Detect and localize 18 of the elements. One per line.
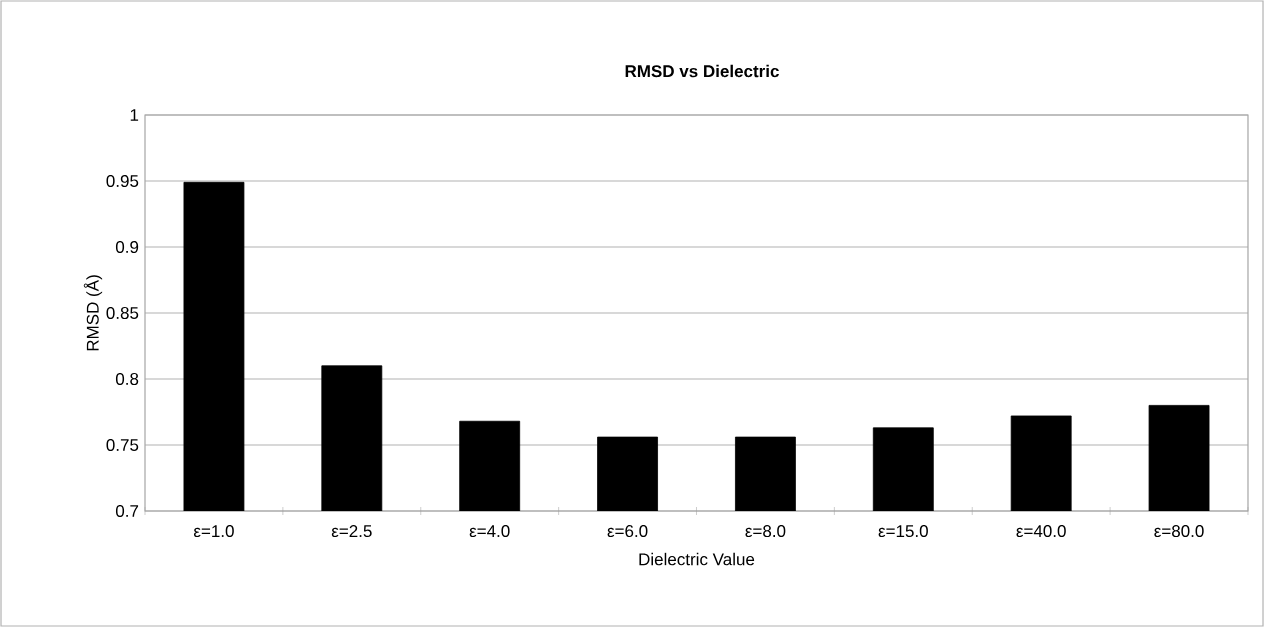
y-tick-label: 0.95 — [106, 175, 139, 188]
x-tick-label: ε=40.0 — [1016, 525, 1066, 538]
chart-title: RMSD vs Dielectric — [625, 64, 779, 78]
x-tick-label: ε=8.0 — [745, 525, 786, 538]
y-tick-label: 0.85 — [106, 307, 139, 320]
x-tick-label: ε=2.5 — [331, 525, 372, 538]
x-axis-title: Dielectric Value — [639, 552, 755, 566]
x-tick-label: ε=1.0 — [193, 525, 234, 538]
y-tick-label: 0.9 — [115, 241, 139, 254]
y-tick-label: 0.75 — [106, 439, 139, 452]
x-tick-label: ε=6.0 — [607, 525, 648, 538]
x-tick-label: ε=15.0 — [878, 525, 928, 538]
y-tick-label: 0.7 — [115, 505, 139, 518]
x-tick-label: ε=4.0 — [469, 525, 510, 538]
y-tick-label: 1 — [130, 109, 139, 121]
y-tick-label: 0.8 — [115, 373, 139, 386]
y-axis-title: RMSD (Å) — [83, 275, 103, 351]
x-tick-label: ε=80.0 — [1154, 525, 1204, 538]
